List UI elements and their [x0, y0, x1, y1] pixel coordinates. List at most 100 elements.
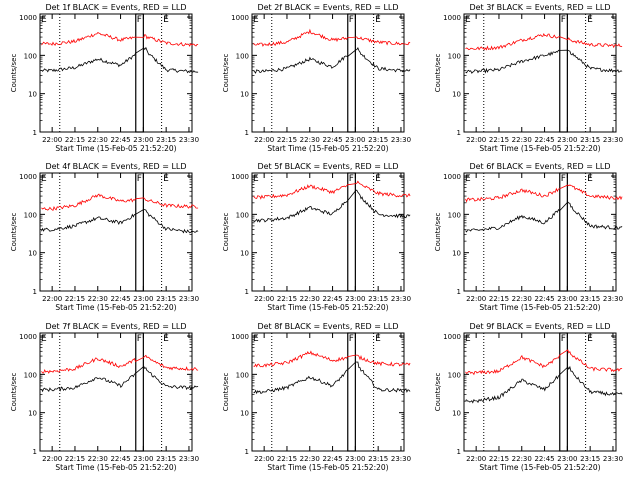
x-tick-label: 22:00 [254, 295, 274, 303]
x-tick-label: 22:30 [88, 136, 108, 144]
lld-series-line [253, 180, 411, 200]
flag-label-e-left: E [41, 174, 47, 184]
plot-frame [39, 332, 193, 452]
y-tick-label: 1 [457, 288, 461, 296]
y-axis-label: Counts/sec [434, 213, 442, 252]
flag-label-e-right: E [163, 334, 169, 344]
x-tick-label: 22:30 [88, 295, 108, 303]
panel-4: Det 4f BLACK = Events, RED = LLD 1 10 100 10… [10, 162, 199, 312]
y-tick-label: 10 [28, 91, 37, 99]
panel-5: Det 5f BLACK = Events, RED = LLD 1 10 100 10… [222, 162, 411, 312]
x-tick-label: 23:30 [179, 295, 199, 303]
flag-label-e-left: E [253, 334, 259, 344]
flag-label-e-right: E [163, 15, 169, 25]
y-tick-label: 10 [240, 410, 249, 418]
flag-label-e-left: E [41, 334, 47, 344]
x-axis-label: Start Time (15-Feb-05 21:52:20) [55, 463, 176, 472]
x-tick-label: 22:30 [88, 455, 108, 463]
flag-label-e-left: E [253, 15, 259, 25]
flag-label-e-left: E [465, 174, 471, 184]
flag-label-f: F [561, 334, 566, 344]
flag-interval-box [347, 172, 356, 292]
events-series-line [465, 201, 623, 233]
plot-frame [463, 332, 617, 452]
flag-interval-box [559, 332, 568, 452]
panel-title: Det 3f BLACK = Events, RED = LLD [469, 3, 610, 12]
flag-label-e-right: E [375, 334, 381, 344]
y-tick-label: 1000 [231, 333, 249, 341]
y-tick-label: 100 [24, 52, 37, 60]
plot-frame [463, 13, 617, 133]
y-tick-label: 1 [33, 129, 37, 137]
x-tick-label: 23:00 [557, 295, 577, 303]
x-tick-label: 23:15 [580, 295, 600, 303]
x-axis-label: Start Time (15-Feb-05 21:52:20) [267, 144, 388, 153]
flag-label-f: F [137, 15, 142, 25]
events-series-line [253, 47, 411, 74]
x-tick-label: 23:30 [603, 136, 623, 144]
panel-7: Det 7f BLACK = Events, RED = LLD 1 10 100 10… [10, 322, 199, 472]
x-tick-label: 23:00 [345, 455, 365, 463]
x-axis-label: Start Time (15-Feb-05 21:52:20) [55, 144, 176, 153]
flag-label-e-right: E [587, 334, 593, 344]
x-tick-label: 23:00 [557, 136, 577, 144]
flag-label-f: F [137, 174, 142, 184]
flag-interval-box [135, 172, 144, 292]
x-axis-label: Start Time (15-Feb-05 21:52:20) [267, 463, 388, 472]
panel-title: Det 2f BLACK = Events, RED = LLD [257, 3, 398, 12]
y-axis-label: Counts/sec [434, 54, 442, 93]
flag-interval-box [347, 332, 356, 452]
x-tick-label: 22:45 [110, 136, 130, 144]
events-series-line [253, 361, 411, 395]
y-tick-label: 10 [452, 410, 461, 418]
y-tick-label: 1 [457, 129, 461, 137]
y-tick-label: 1 [245, 129, 249, 137]
x-axis-label: Start Time (15-Feb-05 21:52:20) [479, 463, 600, 472]
plot-frame [251, 332, 405, 452]
events-series-line [41, 46, 199, 74]
y-tick-label: 10 [452, 91, 461, 99]
flag-label-e-left: E [41, 15, 47, 25]
x-tick-label: 22:00 [466, 455, 486, 463]
x-tick-label: 23:15 [368, 136, 388, 144]
x-tick-label: 23:00 [345, 136, 365, 144]
flag-label-e-right: E [587, 15, 593, 25]
y-tick-label: 1 [33, 288, 37, 296]
y-tick-label: 1 [33, 448, 37, 456]
x-tick-label: 23:30 [391, 136, 411, 144]
y-tick-label: 1 [245, 288, 249, 296]
y-axis-label: Counts/sec [10, 373, 18, 412]
y-tick-label: 1 [245, 448, 249, 456]
y-tick-label: 1000 [19, 14, 37, 22]
lld-series-line [41, 31, 199, 47]
flag-label-e-right: E [375, 174, 381, 184]
y-tick-label: 10 [240, 250, 249, 258]
y-axis-label: Counts/sec [222, 54, 230, 93]
y-axis-label: Counts/sec [222, 373, 230, 412]
x-tick-label: 23:15 [156, 295, 176, 303]
x-tick-label: 22:00 [42, 136, 62, 144]
y-tick-label: 1000 [231, 173, 249, 181]
lld-series-line [465, 349, 623, 376]
y-tick-label: 1000 [443, 333, 461, 341]
x-tick-label: 23:15 [156, 455, 176, 463]
y-tick-label: 100 [236, 371, 249, 379]
x-axis-label: Start Time (15-Feb-05 21:52:20) [479, 144, 600, 153]
events-series-line [465, 49, 623, 74]
x-tick-label: 23:15 [580, 455, 600, 463]
x-tick-label: 23:30 [179, 136, 199, 144]
y-tick-label: 1000 [443, 173, 461, 181]
x-tick-label: 22:15 [277, 295, 297, 303]
panel-title: Det 7f BLACK = Events, RED = LLD [45, 322, 186, 331]
events-series-line [41, 365, 199, 393]
flag-interval-box [559, 13, 568, 133]
y-tick-label: 1000 [443, 14, 461, 22]
x-tick-label: 22:15 [65, 136, 85, 144]
flag-label-e-right: E [163, 174, 169, 184]
x-tick-label: 23:15 [156, 136, 176, 144]
x-tick-label: 22:45 [534, 295, 554, 303]
flag-interval-box [559, 172, 568, 292]
x-tick-label: 23:15 [368, 455, 388, 463]
x-tick-label: 22:15 [489, 295, 509, 303]
